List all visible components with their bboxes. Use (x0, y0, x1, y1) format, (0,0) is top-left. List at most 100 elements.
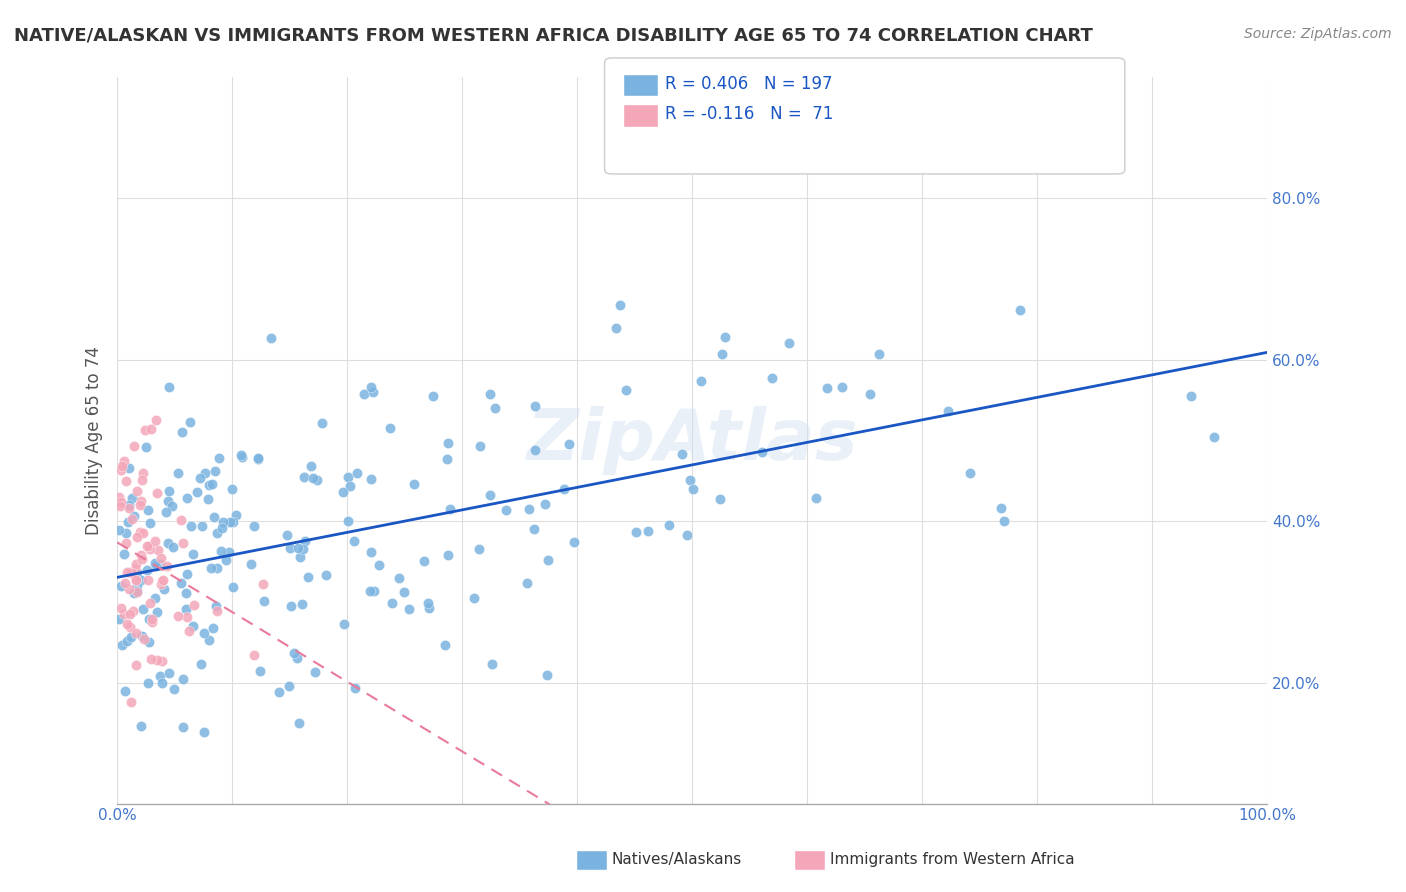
Point (468, 542, 491, 557)
Point (131, 630, 153, 644)
Point (172, 720, 194, 734)
Point (517, 501, 540, 516)
Point (136, 503, 159, 517)
Point (108, 490, 131, 504)
Point (157, 483, 180, 498)
Point (124, 562, 146, 576)
Point (110, 494, 132, 508)
Point (190, 657, 212, 672)
Point (112, 453, 135, 467)
Point (108, 500, 131, 514)
Point (134, 632, 156, 647)
Point (110, 463, 132, 477)
Point (229, 448, 252, 462)
Point (129, 719, 152, 733)
Point (307, 473, 329, 487)
Point (135, 441, 157, 455)
Point (112, 547, 135, 561)
Point (125, 484, 148, 499)
Point (108, 523, 131, 537)
Point (180, 519, 202, 533)
Point (172, 425, 194, 439)
Point (197, 492, 219, 507)
Point (150, 574, 173, 589)
Point (243, 519, 266, 533)
Point (333, 616, 356, 631)
Point (134, 423, 156, 437)
Point (332, 485, 354, 500)
Point (156, 535, 179, 549)
Point (222, 580, 245, 594)
Point (311, 416, 333, 430)
Point (159, 666, 181, 681)
Point (859, 387, 882, 401)
Point (138, 635, 160, 649)
Point (404, 477, 426, 491)
Point (804, 491, 827, 506)
Point (176, 610, 198, 624)
Point (115, 565, 138, 579)
Point (315, 567, 337, 582)
Point (381, 596, 404, 610)
Point (676, 527, 699, 541)
Point (398, 602, 420, 616)
Point (468, 438, 491, 452)
Point (710, 347, 733, 361)
Point (193, 625, 215, 640)
Point (118, 582, 141, 596)
Point (155, 505, 177, 519)
Point (218, 545, 240, 559)
Point (815, 381, 838, 395)
Point (135, 563, 157, 577)
Point (205, 604, 228, 618)
Point (118, 460, 141, 475)
Point (294, 533, 316, 548)
Point (239, 557, 262, 571)
Point (292, 469, 315, 483)
Point (291, 542, 314, 557)
Point (181, 547, 204, 561)
Point (125, 657, 148, 672)
Point (1202, 429, 1225, 443)
Point (150, 655, 173, 669)
Point (388, 572, 411, 586)
Point (201, 621, 224, 635)
Point (339, 479, 361, 493)
Point (118, 498, 141, 512)
Point (127, 583, 149, 598)
Point (125, 578, 148, 592)
Point (198, 478, 221, 492)
Point (143, 556, 166, 570)
Point (152, 573, 174, 587)
Point (172, 672, 194, 686)
Point (278, 541, 301, 555)
Point (287, 715, 309, 730)
Point (689, 374, 711, 388)
Point (253, 594, 276, 608)
Point (162, 499, 184, 513)
Point (481, 657, 503, 672)
Point (191, 519, 214, 533)
Point (125, 565, 148, 579)
Point (141, 612, 163, 626)
Point (416, 596, 439, 610)
Point (114, 684, 136, 698)
Point (136, 573, 159, 587)
Point (626, 525, 648, 540)
Point (129, 548, 152, 562)
Point (179, 415, 201, 429)
Point (132, 466, 155, 480)
Point (360, 380, 382, 394)
Text: Natives/Alaskans: Natives/Alaskans (612, 853, 742, 867)
Point (166, 466, 188, 480)
Point (418, 601, 440, 615)
Point (118, 607, 141, 622)
Point (218, 515, 240, 529)
Point (120, 620, 142, 634)
Point (221, 515, 243, 529)
Point (145, 533, 167, 548)
Point (204, 464, 226, 478)
Y-axis label: Disability Age 65 to 74: Disability Age 65 to 74 (86, 346, 103, 535)
Text: NATIVE/ALASKAN VS IMMIGRANTS FROM WESTERN AFRICA DISABILITY AGE 65 TO 74 CORRELA: NATIVE/ALASKAN VS IMMIGRANTS FROM WESTER… (14, 27, 1092, 45)
Point (198, 632, 221, 647)
